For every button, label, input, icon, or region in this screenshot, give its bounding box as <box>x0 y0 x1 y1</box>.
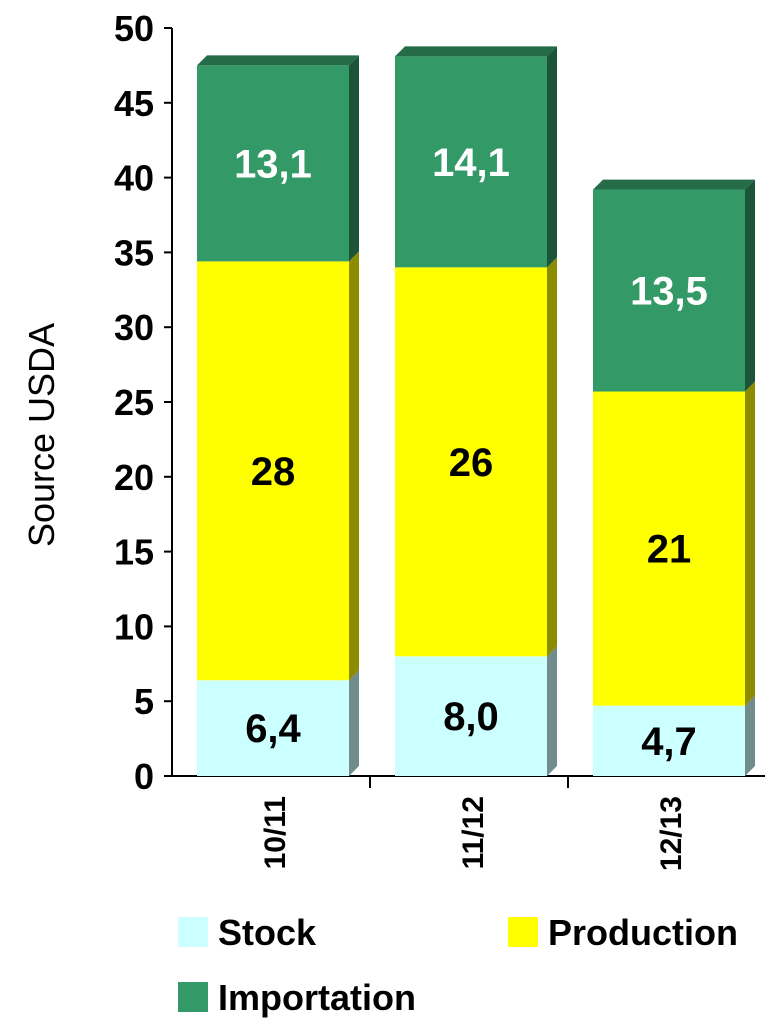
legend-swatch <box>178 917 208 947</box>
bar-segment-stock-12-13 <box>593 695 755 776</box>
y-tick-label: 35 <box>114 232 154 273</box>
bar-side <box>547 46 557 268</box>
bar-face <box>395 656 547 776</box>
y-tick-label: 20 <box>114 457 154 498</box>
bar-face <box>395 56 547 268</box>
bar-face <box>593 391 745 706</box>
bars <box>197 46 755 776</box>
legend-swatch <box>178 982 208 1012</box>
legend-label: Stock <box>218 912 317 953</box>
bar-side <box>745 179 755 392</box>
category-label: 11/12 <box>457 796 490 869</box>
legend: Stock Production Importation <box>178 912 738 1018</box>
bar-face <box>395 267 547 657</box>
bar-side <box>745 695 755 776</box>
bar-top <box>395 46 557 57</box>
bar-segment-importation-12-13 <box>593 179 755 392</box>
bar-segment-stock-10-11 <box>197 670 359 776</box>
y-tick-label: 10 <box>114 606 154 647</box>
data-label: 8,0 <box>443 695 499 739</box>
bar-segment-production-10-11 <box>197 251 359 681</box>
legend-item-production: Production <box>508 912 738 953</box>
bar-face <box>197 680 349 776</box>
bar-side <box>349 55 359 262</box>
bar-face <box>197 65 349 262</box>
bar-top <box>197 55 359 66</box>
data-label: 21 <box>647 528 692 572</box>
data-label: 4,7 <box>641 720 697 764</box>
data-label: 6,4 <box>245 707 301 751</box>
bar-segment-importation-10-11 <box>197 55 359 262</box>
legend-label: Production <box>548 912 738 953</box>
bar-face <box>197 261 349 681</box>
bar-face <box>593 705 745 776</box>
bar-side <box>547 257 557 657</box>
y-tick-label: 0 <box>134 756 154 797</box>
bar-segment-importation-11-12 <box>395 46 557 268</box>
bar-top <box>593 179 755 190</box>
y-tick-label: 5 <box>134 681 154 722</box>
bar-segment-production-11-12 <box>395 257 557 657</box>
bar-side <box>349 670 359 776</box>
y-axis-label: Source USDA <box>21 323 62 547</box>
data-label: 14,1 <box>432 141 510 185</box>
category-label: 12/13 <box>655 796 688 871</box>
bar-side <box>349 251 359 681</box>
bar-side <box>745 381 755 706</box>
legend-item-stock: Stock <box>178 912 317 953</box>
axes: 0 5 10 15 20 25 30 35 40 45 50 <box>114 8 765 797</box>
legend-item-importation: Importation <box>178 977 416 1018</box>
data-label: 13,1 <box>234 142 312 186</box>
data-label: 28 <box>251 450 296 494</box>
y-tick-label: 25 <box>114 382 154 423</box>
category-label: 10/11 <box>259 796 292 869</box>
y-tick-label: 45 <box>114 83 154 124</box>
data-label: 26 <box>449 441 494 485</box>
data-label: 13,5 <box>630 270 708 314</box>
data-labels: 6,4 28 13,1 8,0 26 14,1 4,7 21 13,5 <box>234 141 708 764</box>
y-tick-label: 40 <box>114 158 154 199</box>
y-tick-label: 50 <box>114 8 154 49</box>
bar-segment-production-12-13 <box>593 381 755 706</box>
legend-label: Importation <box>218 977 416 1018</box>
category-labels: 10/11 11/12 12/13 <box>259 796 688 871</box>
bar-segment-stock-11-12 <box>395 646 557 776</box>
legend-swatch <box>508 917 538 947</box>
y-tick-label: 30 <box>114 307 154 348</box>
y-tick-label: 15 <box>114 532 154 573</box>
bar-face <box>593 189 745 392</box>
bar-side <box>547 646 557 776</box>
y-axis-label-group: Source USDA <box>21 323 62 547</box>
